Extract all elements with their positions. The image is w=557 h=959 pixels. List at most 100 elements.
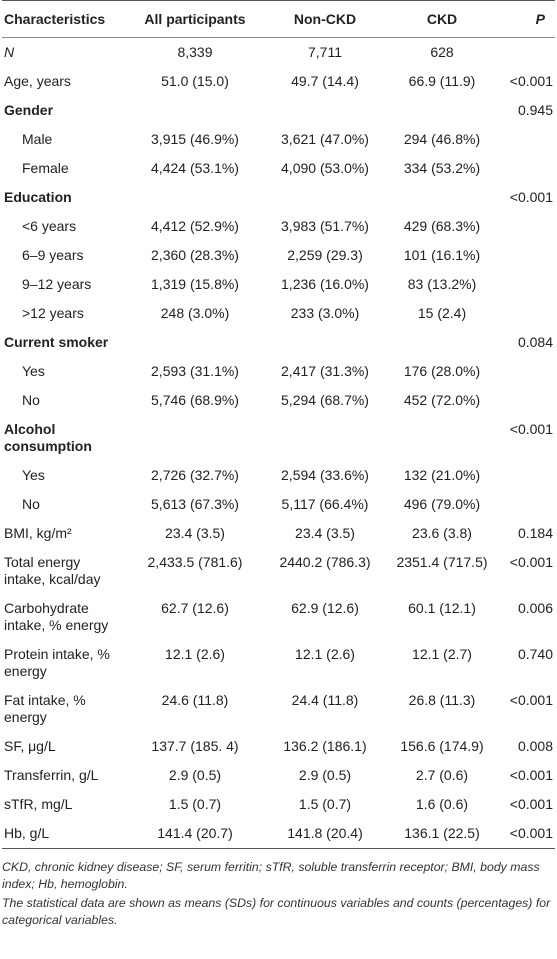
empty-cell — [498, 490, 555, 519]
value-cell: 2,593 (31.1%) — [151, 363, 239, 379]
header-cell: Characteristics — [4, 11, 106, 27]
value-cell: 3,915 (46.9%) — [151, 131, 239, 147]
value-cell: 62.7 (12.6) — [161, 600, 229, 616]
table-row: Total energy intake, kcal/day 2,433.5 (78… — [2, 548, 555, 594]
value-cell: 12.1 (2.7) — [412, 646, 472, 662]
table-row: Female 4,424 (53.1%) 4,090 (53.0%) 334 (53.… — [2, 154, 555, 183]
value-cell: 15 (2.4) — [417, 305, 467, 321]
value-cell: 294 (46.8%) — [403, 131, 481, 147]
table-row: 9–12 years 1,319 (15.8%) 1,236 (16.0%) 83 (… — [2, 270, 555, 299]
row-label: Carbohydrate intake, % energy — [4, 600, 109, 633]
row-label: Protein intake, % energy — [4, 646, 110, 679]
empty-cell — [126, 183, 264, 212]
value-cell: 23.4 (3.5) — [295, 525, 355, 541]
empty-cell — [498, 270, 555, 299]
empty-cell — [264, 96, 386, 125]
table-row: Gender 0.945 — [2, 96, 555, 125]
table-row: <6 years 4,412 (52.9%) 3,983 (51.7%) 429 (6… — [2, 212, 555, 241]
value-cell: 0.084 — [517, 334, 553, 350]
empty-cell — [126, 415, 264, 461]
row-label: Education — [4, 189, 72, 205]
table-header: Characteristics All participants Non-CKD… — [2, 0, 555, 38]
header-cell: CKD — [426, 11, 458, 27]
empty-cell — [498, 212, 555, 241]
value-cell: 5,613 (67.3%) — [151, 496, 239, 512]
value-cell: 23.6 (3.8) — [412, 525, 472, 541]
footnotes: CKD, chronic kidney disease; SF, serum f… — [2, 859, 555, 929]
table-row: Fat intake, % energy 24.6 (11.8) 24.4 (11.… — [2, 686, 555, 732]
row-label: No — [22, 496, 40, 512]
row-label: Age, years — [4, 73, 71, 89]
value-cell: 8,339 — [177, 44, 213, 60]
value-cell: 496 (79.0%) — [403, 496, 481, 512]
header-cell: Non-CKD — [293, 11, 357, 27]
data-table: Characteristics All participants Non-CKD… — [2, 0, 555, 849]
footnote: The statistical data are shown as means … — [2, 896, 551, 927]
value-cell: 2351.4 (717.5) — [396, 554, 488, 570]
row-label: SF, μg/L — [4, 738, 56, 754]
header-cell: P — [535, 11, 545, 27]
row-label: BMI, kg/m² — [4, 525, 72, 541]
value-cell: 3,983 (51.7%) — [281, 218, 369, 234]
empty-cell — [386, 415, 498, 461]
value-cell: 5,746 (68.9%) — [151, 392, 239, 408]
table-row: N 8,339 7,711 628 — [2, 38, 555, 68]
value-cell: 12.1 (2.6) — [295, 646, 355, 662]
value-cell: 0.184 — [517, 525, 553, 541]
value-cell: 24.4 (11.8) — [291, 692, 359, 708]
empty-cell — [498, 125, 555, 154]
value-cell: 2440.2 (786.3) — [279, 554, 371, 570]
value-cell: 51.0 (15.0) — [161, 73, 229, 89]
value-cell: 2,594 (33.6%) — [281, 467, 369, 483]
empty-cell — [498, 386, 555, 415]
value-cell: 60.1 (12.1) — [408, 600, 476, 616]
value-cell: 176 (28.0%) — [403, 363, 481, 379]
value-cell: 3,621 (47.0%) — [281, 131, 369, 147]
footnote: CKD, chronic kidney disease; SF, serum f… — [2, 860, 540, 891]
value-cell: <0.001 — [509, 767, 553, 783]
value-cell: 248 (3.0%) — [160, 305, 230, 321]
value-cell: 12.1 (2.6) — [165, 646, 225, 662]
value-cell: 136.1 (22.5) — [404, 825, 480, 841]
value-cell: 1.5 (0.7) — [168, 796, 222, 812]
table-row: Male 3,915 (46.9%) 3,621 (47.0%) 294 (46.8%… — [2, 125, 555, 154]
empty-cell — [498, 299, 555, 328]
empty-cell — [498, 154, 555, 183]
table-body: N 8,339 7,711 628 Age, years 51.0 (15.0) 49.7 … — [2, 38, 555, 849]
value-cell: 334 (53.2%) — [403, 160, 481, 176]
value-cell: 4,424 (53.1%) — [151, 160, 239, 176]
row-label: Alcohol consumption — [4, 421, 92, 454]
row-label: sTfR, mg/L — [4, 796, 73, 812]
table-row: 6–9 years 2,360 (28.3%) 2,259 (29.3) 101 (1… — [2, 241, 555, 270]
value-cell: 0.008 — [517, 738, 553, 754]
row-label: Transferrin, g/L — [4, 767, 99, 783]
table-row: Transferrin, g/L 2.9 (0.5) 2.9 (0.5) 2.7 (0… — [2, 761, 555, 790]
value-cell: 233 (3.0%) — [290, 305, 360, 321]
empty-cell — [126, 96, 264, 125]
table-row: Protein intake, % energy 12.1 (2.6) 12.1 (… — [2, 640, 555, 686]
table-row: >12 years 248 (3.0%) 233 (3.0%) 15 (2.4) — [2, 299, 555, 328]
row-label: Yes — [22, 363, 45, 379]
value-cell: 4,090 (53.0%) — [281, 160, 369, 176]
table-row: BMI, kg/m² 23.4 (3.5) 23.4 (3.5) 23.6 (3.8)… — [2, 519, 555, 548]
value-cell: 2,417 (31.3%) — [281, 363, 369, 379]
table-row: SF, μg/L 137.7 (185. 4) 136.2 (186.1) 156.6… — [2, 732, 555, 761]
row-label: Female — [22, 160, 69, 176]
row-label: Hb, g/L — [4, 825, 50, 841]
value-cell: <0.001 — [509, 554, 553, 570]
table-row: Hb, g/L 141.4 (20.7) 141.8 (20.4) 136.1 (22… — [2, 819, 555, 849]
table-row: No 5,746 (68.9%) 5,294 (68.7%) 452 (72.0%) — [2, 386, 555, 415]
row-label: Male — [22, 131, 53, 147]
empty-cell — [498, 461, 555, 490]
value-cell: 137.7 (185. 4) — [151, 738, 239, 754]
empty-cell — [126, 328, 264, 357]
value-cell: 429 (68.3%) — [403, 218, 481, 234]
header-row: Characteristics All participants Non-CKD… — [2, 0, 555, 38]
table-row: Alcohol consumption <0.001 — [2, 415, 555, 461]
value-cell: 7,711 — [308, 44, 342, 60]
value-cell: 136.2 (186.1) — [283, 738, 367, 754]
value-cell: 4,412 (52.9%) — [151, 218, 239, 234]
value-cell: <0.001 — [509, 825, 553, 841]
row-label: >12 years — [22, 305, 84, 321]
